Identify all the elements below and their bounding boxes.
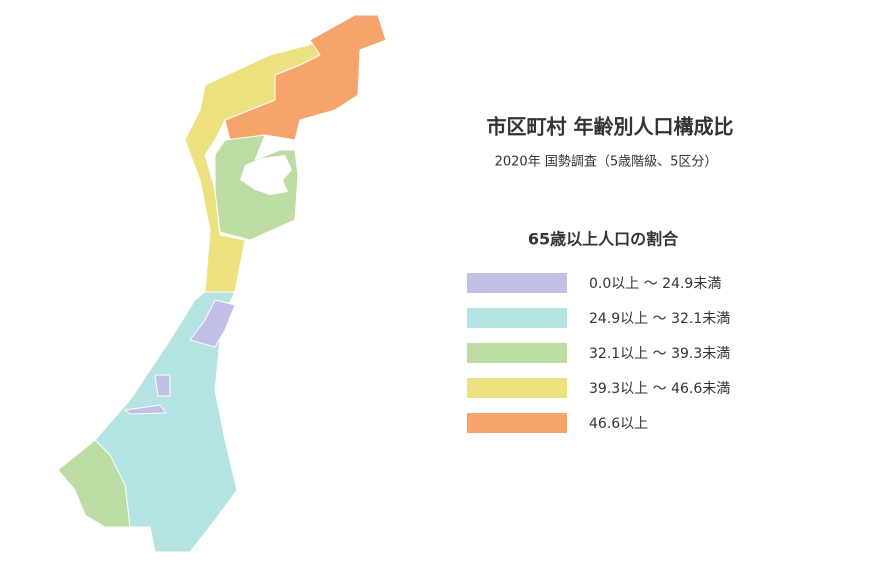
bay xyxy=(240,155,292,195)
legend: 0.0以上 〜 24.9未満 24.9以上 〜 32.1未満 32.1以上 〜 39… xyxy=(467,273,730,433)
map xyxy=(57,14,387,553)
legend-swatch xyxy=(467,413,567,433)
subtitle: 2020年 国勢調査（5歳階級、5区分） xyxy=(495,155,718,170)
region xyxy=(124,404,167,415)
region xyxy=(224,14,387,141)
region xyxy=(154,374,171,397)
legend-label: 0.0以上 〜 24.9未満 xyxy=(589,276,721,292)
region xyxy=(189,299,236,348)
legend-label: 24.9以上 〜 32.1未満 xyxy=(589,311,730,327)
legend-label: 46.6以上 xyxy=(589,416,648,432)
legend-title: 65歳以上人口の割合 xyxy=(528,230,679,249)
region xyxy=(57,439,131,528)
region xyxy=(94,291,238,553)
legend-swatch xyxy=(467,343,567,363)
legend-label: 39.3以上 〜 46.6未満 xyxy=(589,381,730,397)
legend-swatch xyxy=(467,378,567,398)
legend-swatch xyxy=(467,273,567,293)
legend-label: 32.1以上 〜 39.3未満 xyxy=(589,346,730,362)
legend-swatch xyxy=(467,308,567,328)
title: 市区町村 年齢別人口構成比 xyxy=(487,115,734,139)
